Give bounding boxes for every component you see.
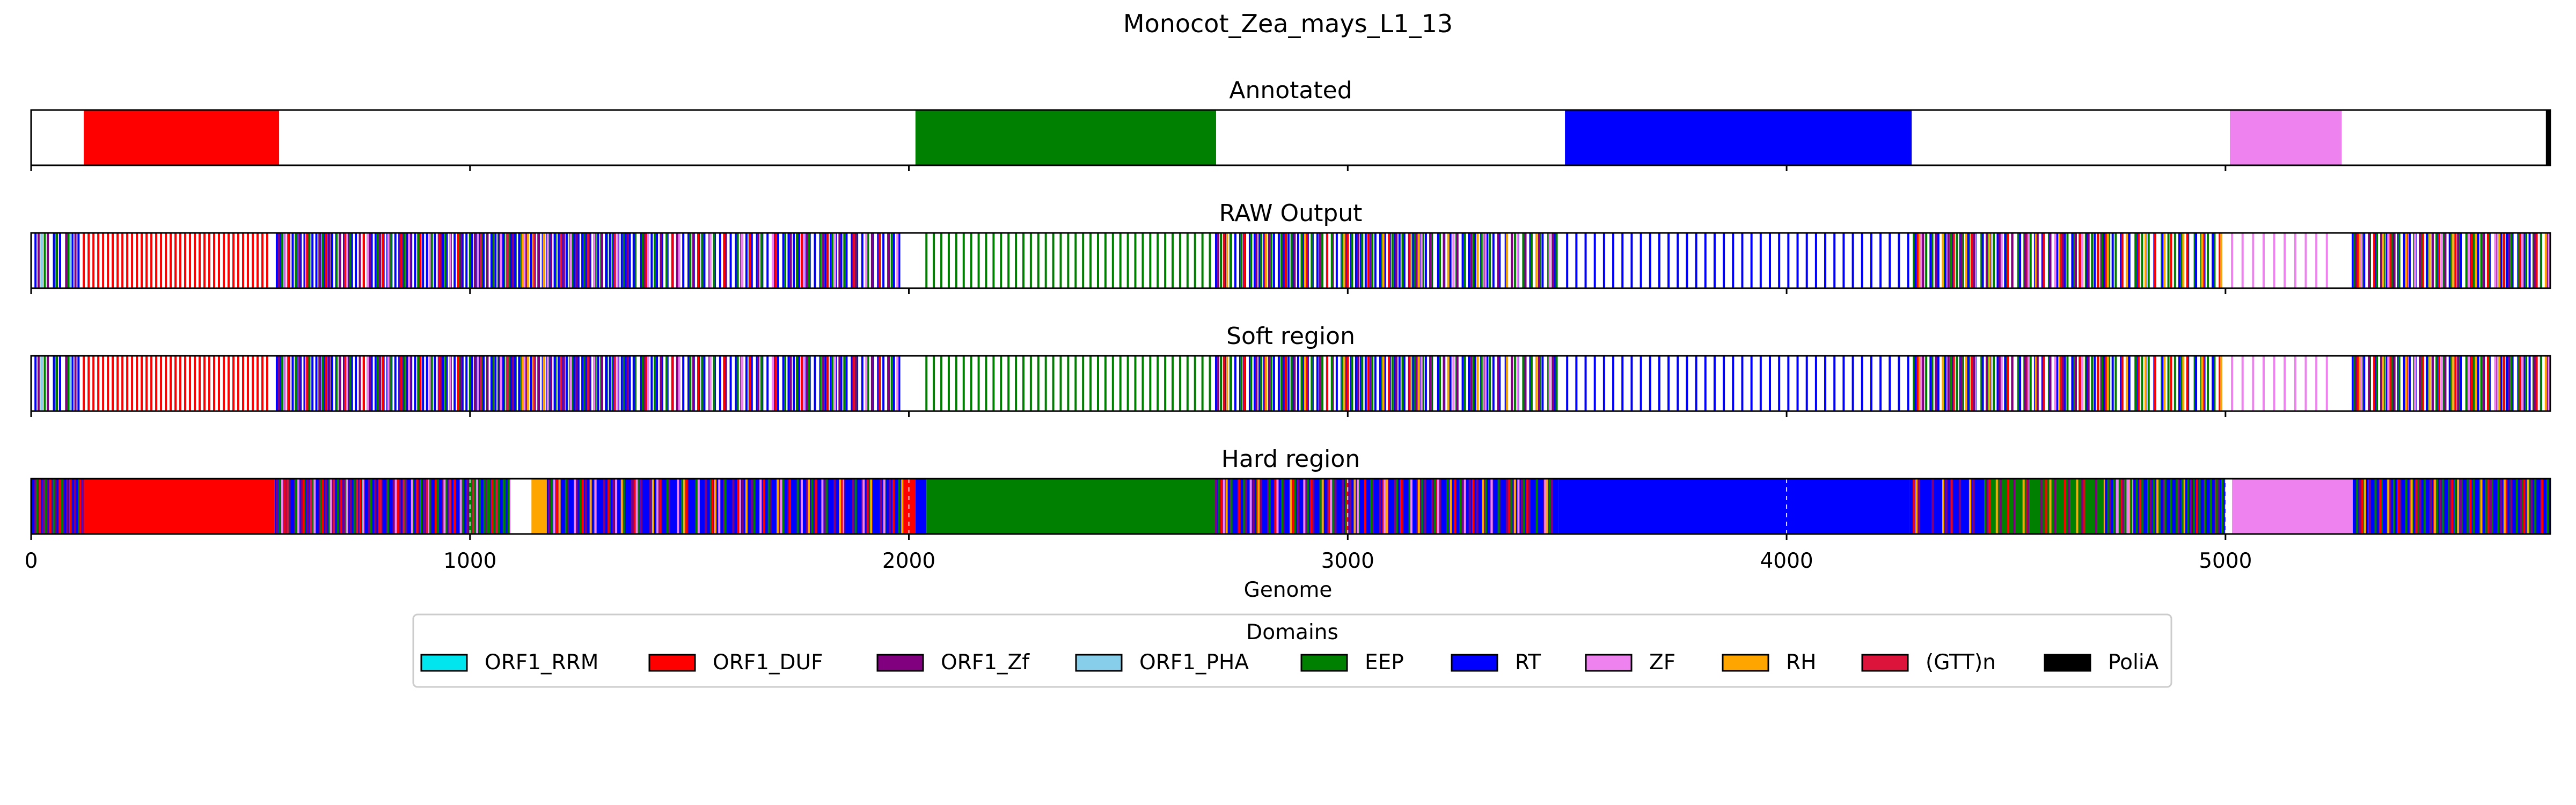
tracks: Annotated RAW Output Soft region Hard regio…: [30, 77, 2551, 540]
x-tick-label: 0: [25, 549, 38, 573]
track-raw-output: RAW Output: [30, 200, 2551, 294]
track-background: [31, 110, 2550, 165]
segment-zf: [2232, 479, 2353, 534]
track-frame: [30, 109, 2551, 166]
legend-label: RT: [1515, 650, 1541, 675]
x-axis-label: Genome: [1244, 578, 1333, 602]
segment-polia: [2545, 110, 2550, 165]
legend-swatch-gttn: [1861, 654, 1909, 672]
track-title: RAW Output: [1219, 200, 1363, 227]
track-hard-region: Hard region: [30, 445, 2551, 540]
segment-rt: [1565, 110, 1912, 165]
track-frame: [30, 478, 2551, 535]
segment-eep: [926, 479, 1216, 534]
track-frame: [30, 355, 2551, 412]
segment-orf1duf: [84, 479, 275, 534]
legend-label: EEP: [1365, 650, 1404, 675]
legend-label: ORF1_RRM: [485, 650, 598, 675]
legend-label: ORF1_PHA: [1139, 650, 1249, 675]
segment-rh: [531, 479, 547, 534]
legend-label: RH: [1786, 650, 1816, 675]
segment-eep: [915, 110, 1216, 165]
legend-title: Domains: [1246, 620, 1338, 645]
x-tick-label: 4000: [1760, 549, 1813, 573]
segment-orf1duf: [84, 110, 280, 165]
x-tick-label: 2000: [882, 549, 935, 573]
segment-eep: [1984, 479, 2103, 534]
x-tick-label: 3000: [1321, 549, 1374, 573]
legend-label: ORF1_Zf: [941, 650, 1030, 675]
legend-swatch-orf1zf: [876, 654, 924, 672]
legend-swatch-orf1pha: [1075, 654, 1123, 672]
segment-rt: [915, 479, 927, 534]
track-title: Hard region: [1221, 445, 1360, 473]
legend-swatch-polia: [2044, 654, 2091, 672]
legend-swatch-eep: [1300, 654, 1348, 672]
track-soft-region: Soft region: [30, 323, 2551, 417]
legend-swatch-orf1duf: [648, 654, 696, 672]
x-axis: 0 1000 2000 3000 4000 5000: [25, 549, 2252, 573]
legend-swatch-orf1rrm: [420, 654, 468, 672]
legend-label: ORF1_DUF: [713, 650, 823, 675]
x-tick-label: 5000: [2199, 549, 2252, 573]
legend-swatch-rh: [1722, 654, 1769, 672]
segment-rt: [1558, 479, 1910, 534]
legend-swatch-rt: [1451, 654, 1498, 672]
legend: Domains ORF1_RRM ORF1_DUF ORF1_Zf ORF1_PHA EE…: [412, 613, 2172, 688]
legend-label: ZF: [1649, 650, 1675, 675]
chart-title: Monocot_Zea_mays_L1_13: [1123, 9, 1453, 38]
legend-swatch-zf: [1585, 654, 1633, 672]
legend-label: (GTT)n: [1926, 650, 1996, 675]
segment-zf: [2230, 110, 2342, 165]
track-title: Annotated: [1229, 77, 1352, 104]
track-frame: [30, 232, 2551, 289]
track-annotated: Annotated: [30, 77, 2551, 171]
x-tick-label: 1000: [443, 549, 496, 573]
track-title: Soft region: [1226, 323, 1355, 350]
legend-label: PoliA: [2108, 650, 2159, 675]
